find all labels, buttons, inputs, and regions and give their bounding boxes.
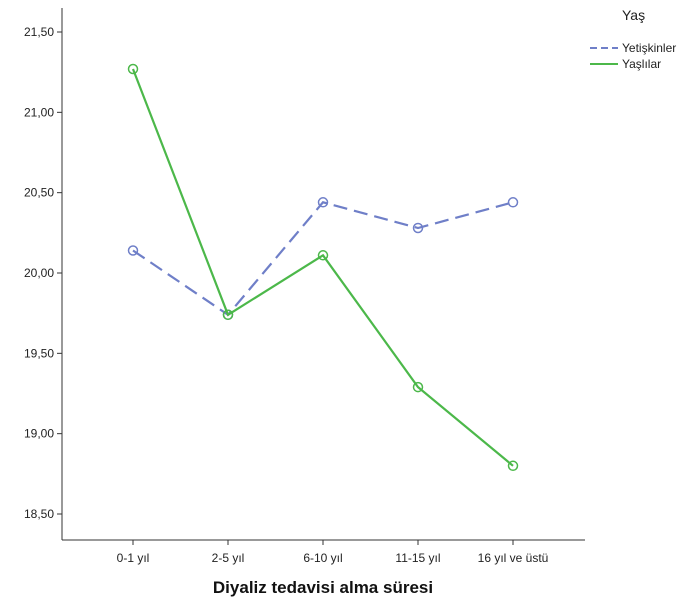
x-axis-title: Diyaliz tedavisi alma süresi — [213, 578, 433, 597]
y-tick-label: 19,50 — [24, 346, 54, 360]
x-tick-label: 2-5 yıl — [212, 551, 245, 565]
legend-label-1: Yetişkinler — [622, 41, 676, 55]
y-tick-label: 20,00 — [24, 266, 54, 280]
series-2-point — [507, 460, 519, 472]
x-ticks: 0-1 yıl 2-5 yıl 6-10 yıl 11-15 yıl 16 yıl ve… — [117, 540, 549, 565]
x-tick-label: 16 yıl ve üstü — [478, 551, 549, 565]
y-tick-label: 20,50 — [24, 186, 54, 200]
series-2-point — [412, 381, 424, 393]
series-layer — [127, 63, 519, 472]
legend: Yaş Yetişkinler Yaşlılar — [590, 7, 676, 71]
series-1-point — [127, 245, 139, 256]
legend-label-2: Yaşlılar — [622, 57, 661, 71]
series-2-point — [127, 63, 139, 75]
legend-title: Yaş — [622, 7, 645, 23]
series-1-point — [507, 197, 519, 208]
x-tick-label: 0-1 yıl — [117, 551, 150, 565]
series-1-point — [317, 197, 329, 208]
y-ticks: 18,50 19,00 19,50 20,00 20,50 21,00 21,50 — [24, 25, 62, 521]
y-tick-label: 21,00 — [24, 105, 54, 119]
y-tick-label: 21,50 — [24, 25, 54, 39]
series-2-point — [317, 250, 329, 261]
y-tick-label: 19,00 — [24, 427, 54, 441]
x-tick-label: 6-10 yıl — [303, 551, 342, 565]
series-line-1 — [132, 201, 514, 317]
x-tick-label: 11-15 yıl — [395, 551, 440, 565]
series-2-point — [222, 309, 234, 321]
series-1-point — [412, 222, 424, 234]
series-line-2 — [131, 68, 514, 467]
y-tick-label: 18,50 — [24, 507, 54, 521]
